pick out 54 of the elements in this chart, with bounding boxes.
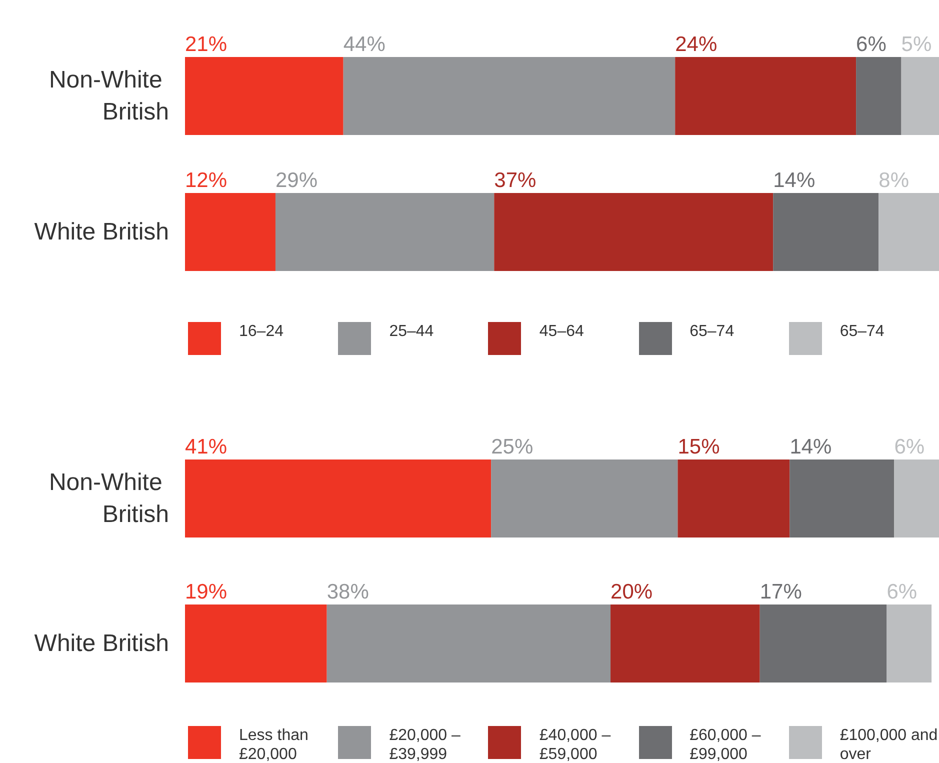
data-label: 14%: [790, 436, 832, 458]
legend-label: 65–74: [690, 322, 736, 341]
legend-label: £100,000 and over: [840, 726, 938, 763]
data-label: 29%: [275, 169, 318, 192]
bar: [610, 604, 760, 682]
data-label: 37%: [494, 169, 536, 192]
bar: [878, 193, 939, 271]
bar: [894, 460, 939, 538]
data-label: 41%: [185, 436, 228, 458]
y-tick-label: White British: [34, 630, 169, 657]
y-tick-label: Non-White British: [48, 469, 169, 528]
bar: [185, 193, 276, 271]
legend-label: Less than £20,000: [239, 726, 310, 763]
data-label: 14%: [773, 169, 816, 192]
data-label: 15%: [678, 436, 720, 458]
data-label: 20%: [610, 580, 653, 604]
bar: [760, 604, 887, 682]
data-label: 24%: [675, 33, 718, 56]
data-label: 6%: [894, 436, 925, 458]
data-label: 8%: [878, 169, 910, 192]
data-label: 17%: [760, 580, 802, 604]
bar: [275, 193, 494, 271]
bar: [678, 460, 790, 538]
bar: [185, 604, 327, 682]
bar: [790, 460, 894, 538]
y-tick-label: White British: [34, 218, 169, 246]
y-tick-label: Non-White British: [48, 66, 169, 126]
legend-label: 16–24: [239, 322, 284, 341]
bar: [886, 604, 932, 682]
bar: [185, 460, 492, 538]
data-label: 44%: [343, 33, 386, 56]
data-label: 19%: [185, 580, 228, 604]
bar: [773, 193, 879, 271]
bar: [185, 57, 344, 135]
legend-label: £60,000 – £99,000: [690, 726, 762, 763]
legend-label: 65–74: [840, 322, 886, 341]
data-label: 6%: [856, 33, 886, 56]
data-label: 21%: [185, 33, 228, 56]
data-label: 5%: [901, 33, 932, 56]
data-label: 6%: [886, 580, 918, 604]
bar: [856, 57, 902, 135]
legend-label: 25–44: [389, 322, 435, 341]
data-label: 25%: [491, 436, 534, 458]
bar: [494, 193, 774, 271]
bar: [491, 460, 678, 538]
data-label: 12%: [185, 169, 228, 192]
bar: [326, 604, 611, 682]
bar: [901, 57, 939, 135]
legend-label: 45–64: [539, 322, 585, 341]
data-label: 38%: [326, 580, 369, 604]
legend-label: £40,000 – £59,000: [539, 726, 612, 763]
legend-label: £20,000 – £39,999: [389, 726, 462, 763]
bar: [343, 57, 676, 135]
bar: [675, 57, 856, 135]
